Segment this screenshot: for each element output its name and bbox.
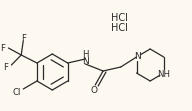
Text: F: F [21, 34, 26, 43]
Text: HCl: HCl [111, 23, 128, 33]
Text: O: O [91, 85, 98, 94]
Text: H: H [82, 50, 89, 58]
Text: F: F [1, 44, 6, 53]
Text: Cl: Cl [13, 87, 21, 96]
Text: F: F [3, 62, 8, 71]
Text: NH: NH [157, 69, 170, 78]
Text: N: N [134, 52, 141, 60]
Text: HCl: HCl [111, 13, 128, 23]
Text: N: N [82, 56, 89, 65]
